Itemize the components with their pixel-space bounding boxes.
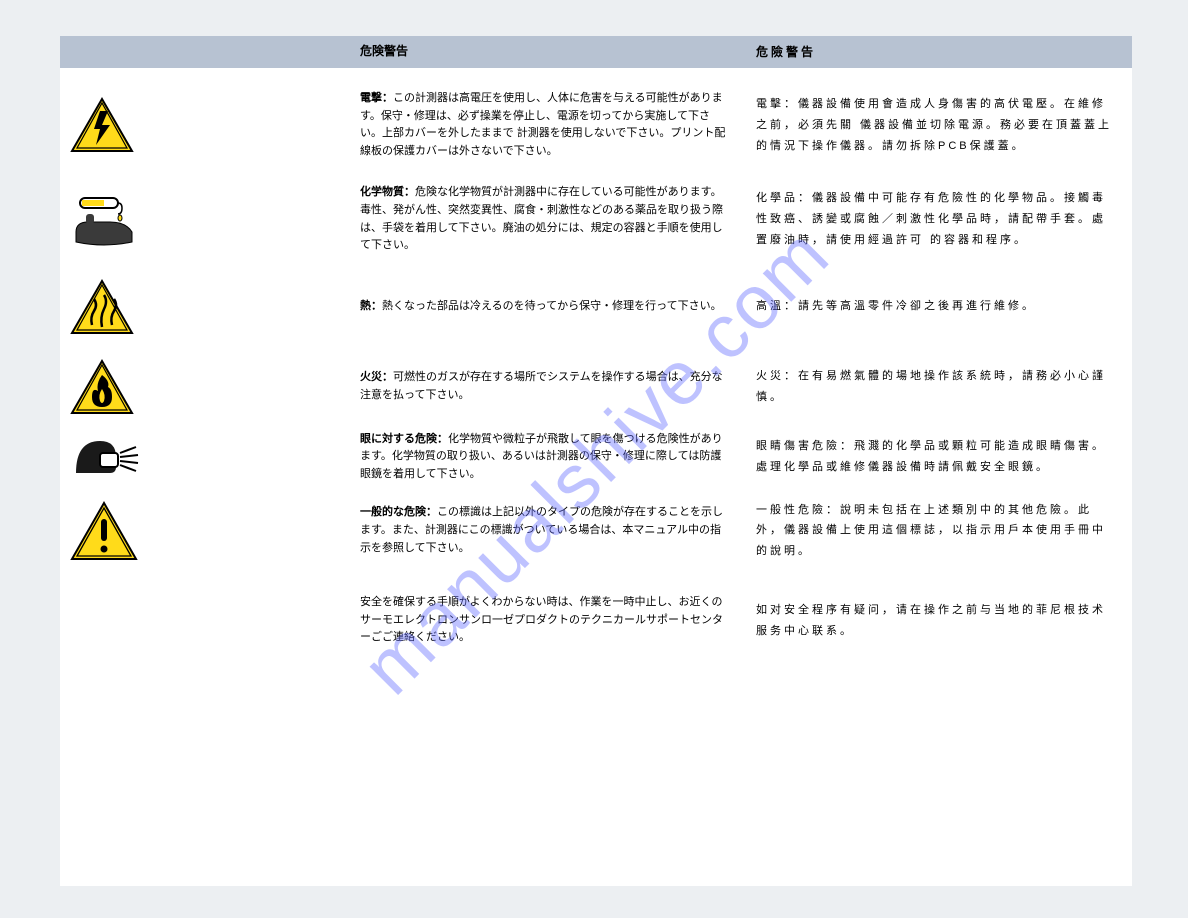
icon-cell: [70, 501, 360, 561]
row-fire: 火災：可燃性のガスが存在する場所でシステムを操作する場合は、充分な注意を払って下…: [60, 347, 1132, 427]
jp-body: 危険な化学物質が計測器中に存在している可能性があります。毒性、発がん性、突然変異…: [360, 186, 723, 251]
cn-body: 在有易燃氣體的場地操作該系統時，請務必小心謹慎。: [756, 370, 1106, 403]
row-contact: 安全を確保する手順がよくわからない時は、作業を一時中止し、お近くのサーモエレクト…: [60, 574, 1132, 659]
cn-text: 高溫：請先等高溫零件冷卻之後再進行維修。: [750, 296, 1132, 317]
jp-text: 眼に対する危険：化学物質や微粒子が飛散して眼を傷つける危険性があります。化学物質…: [360, 431, 750, 484]
cn-label: 火災：: [756, 370, 798, 382]
header-cn: 危險警告: [750, 41, 1132, 64]
cn-text: 眼睛傷害危險：飛濺的化學品或顆粒可能造成眼睛傷害。處理化學品或維修儀器設備時請佩…: [750, 436, 1132, 478]
eye-hazard-icon: [70, 433, 142, 481]
cn-text: 一般性危險：說明未包括在上述類別中的其他危險。此外，儀器設備上使用這個標誌，以指…: [750, 500, 1132, 563]
jp-body: 熱くなった部品は冷えるのを待ってから保守・修理を行って下さい。: [382, 300, 722, 312]
icon-cell: [70, 433, 360, 481]
jp-text: 火災：可燃性のガスが存在する場所でシステムを操作する場合は、充分な注意を払って下…: [360, 369, 750, 404]
icon-cell: [70, 359, 360, 415]
general-warning-icon: [70, 501, 138, 561]
jp-label: 化学物質：: [360, 186, 415, 198]
cn-text: 如对安全程序有疑问，请在操作之前与当地的菲尼根技术服务中心联系。: [750, 600, 1132, 642]
jp-text: 熱：熱くなった部品は冷えるのを待ってから保守・修理を行って下さい。: [360, 298, 750, 316]
header-jp: 危険警告: [360, 42, 750, 61]
cn-body: 請先等高溫零件冷卻之後再進行維修。: [798, 300, 1036, 312]
row-eye: 眼に対する危険：化学物質や微粒子が飛散して眼を傷つける危険性があります。化学物質…: [60, 427, 1132, 488]
cn-label: 高溫：: [756, 300, 798, 312]
cn-label: 一般性危險：: [756, 504, 840, 516]
jp-label: 電撃：: [360, 92, 393, 104]
jp-body: 安全を確保する手順がよくわからない時は、作業を一時中止し、お近くのサーモエレクト…: [360, 596, 723, 643]
shock-icon: [70, 97, 134, 153]
cn-label: 化學品：: [756, 192, 812, 204]
row-general: 一般的な危険：この標識は上記以外のタイプの危険が存在することを示します。また、計…: [60, 488, 1132, 575]
jp-text: 安全を確保する手順がよくわからない時は、作業を一時中止し、お近くのサーモエレクト…: [360, 594, 750, 647]
row-shock: 電撃：この計測器は高電圧を使用し、人体に危害を与える可能性があります。保守・修理…: [60, 78, 1132, 172]
row-chemical: 化学物質：危険な化学物質が計測器中に存在している可能性があります。毒性、発がん性…: [60, 172, 1132, 266]
icon-cell: [70, 192, 360, 248]
chemical-icon: [70, 192, 142, 248]
jp-body: 可燃性のガスが存在する場所でシステムを操作する場合は、充分な注意を払って下さい。: [360, 371, 723, 401]
document-page: 危険警告 危險警告 電撃：この計測器は高電圧を使用し、人体に危害を与える可能性が…: [60, 36, 1132, 886]
cn-label: 電擊：: [756, 98, 798, 110]
jp-text: 一般的な危険：この標識は上記以外のタイプの危険が存在することを示します。また、計…: [360, 504, 750, 557]
cn-text: 電擊：儀器設備使用會造成人身傷害的高伏電壓。在維修之前，必須先關 儀器設備並切除…: [750, 94, 1132, 157]
jp-label: 眼に対する危険：: [360, 433, 448, 445]
row-heat: 熱：熱くなった部品は冷えるのを待ってから保守・修理を行って下さい。 高溫：請先等…: [60, 267, 1132, 347]
jp-label: 熱：: [360, 300, 382, 312]
icon-cell: [70, 97, 360, 153]
warning-rows: 電撃：この計測器は高電圧を使用し、人体に危害を与える可能性があります。保守・修理…: [60, 68, 1132, 659]
icon-cell: [70, 279, 360, 335]
jp-text: 化学物質：危険な化学物質が計測器中に存在している可能性があります。毒性、発がん性…: [360, 184, 750, 254]
heat-icon: [70, 279, 134, 335]
jp-body: この計測器は高電圧を使用し、人体に危害を与える可能性があります。保守・修理は、必…: [360, 92, 725, 157]
jp-text: 電撃：この計測器は高電圧を使用し、人体に危害を与える可能性があります。保守・修理…: [360, 90, 750, 160]
fire-icon: [70, 359, 134, 415]
cn-body: 如对安全程序有疑问，请在操作之前与当地的菲尼根技术服务中心联系。: [756, 604, 1106, 637]
header-row: 危険警告 危險警告: [60, 36, 1132, 68]
cn-text: 化學品：儀器設備中可能存有危險性的化學物品。接觸毒性致癌、誘變或腐蝕／刺激性化學…: [750, 188, 1132, 251]
jp-label: 火災：: [360, 371, 393, 383]
cn-body: 儀器設備使用會造成人身傷害的高伏電壓。在維修之前，必須先關 儀器設備並切除電源。…: [756, 98, 1112, 152]
cn-label: 眼睛傷害危險：: [756, 440, 854, 452]
cn-text: 火災：在有易燃氣體的場地操作該系統時，請務必小心謹慎。: [750, 366, 1132, 408]
jp-label: 一般的な危険：: [360, 506, 437, 518]
